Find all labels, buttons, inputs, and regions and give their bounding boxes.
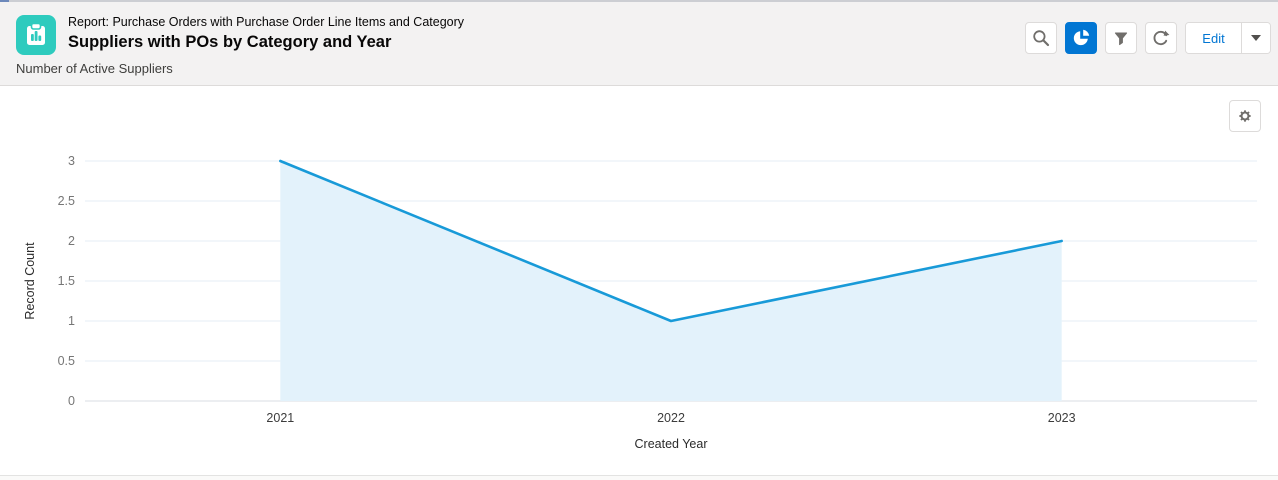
y-tick-label: 1 bbox=[68, 314, 75, 328]
window-top-border bbox=[0, 0, 1278, 2]
y-tick-label: 2.5 bbox=[58, 194, 75, 208]
series-line bbox=[279, 159, 1063, 323]
report-type-breadcrumb: Report: Purchase Orders with Purchase Or… bbox=[68, 15, 465, 29]
filter-button[interactable] bbox=[1105, 22, 1137, 54]
refresh-button[interactable] bbox=[1145, 22, 1177, 54]
gear-icon bbox=[1239, 110, 1251, 122]
report-toolbar: Edit bbox=[1025, 22, 1271, 54]
search-button[interactable] bbox=[1025, 22, 1057, 54]
x-tick-label: 2022 bbox=[657, 411, 685, 425]
report-subtitle: Number of Active Suppliers bbox=[16, 61, 173, 76]
refresh-icon bbox=[1153, 30, 1170, 46]
report-clipboard-chart-icon bbox=[27, 22, 45, 45]
area-chart[interactable]: 0 0.5 1 1.5 2 2.5 3 2021 2022 2023 bbox=[0, 86, 1278, 431]
y-tick-label: 0.5 bbox=[58, 354, 75, 368]
y-tick-label: 3 bbox=[68, 154, 75, 168]
chart-card: 0 0.5 1 1.5 2 2.5 3 2021 2022 2023 Record Count C… bbox=[0, 86, 1278, 476]
pie-chart-icon bbox=[1073, 29, 1090, 46]
window-top-border-accent bbox=[0, 0, 9, 2]
report-header: Report: Purchase Orders with Purchase Or… bbox=[0, 2, 1278, 86]
series-area-fill bbox=[280, 161, 1062, 401]
chart-settings-button[interactable] bbox=[1229, 100, 1261, 132]
y-tick-label: 1.5 bbox=[58, 274, 75, 288]
search-icon bbox=[1033, 30, 1050, 47]
edit-dropdown-button[interactable] bbox=[1241, 23, 1270, 53]
chevron-down-icon bbox=[1251, 35, 1261, 41]
x-tick-label: 2023 bbox=[1048, 411, 1076, 425]
x-tick-label: 2021 bbox=[266, 411, 294, 425]
filter-funnel-icon bbox=[1114, 32, 1128, 46]
chart-toggle-button[interactable] bbox=[1065, 22, 1097, 54]
y-axis-title: Record Count bbox=[23, 242, 37, 320]
report-icon bbox=[16, 15, 56, 55]
x-axis-title: Created Year bbox=[634, 437, 708, 451]
page-title: Suppliers with POs by Category and Year bbox=[68, 33, 392, 51]
edit-split-button: Edit bbox=[1185, 22, 1271, 54]
edit-button[interactable]: Edit bbox=[1186, 23, 1241, 53]
y-tick-label: 2 bbox=[68, 234, 75, 248]
y-tick-label: 0 bbox=[68, 394, 75, 408]
